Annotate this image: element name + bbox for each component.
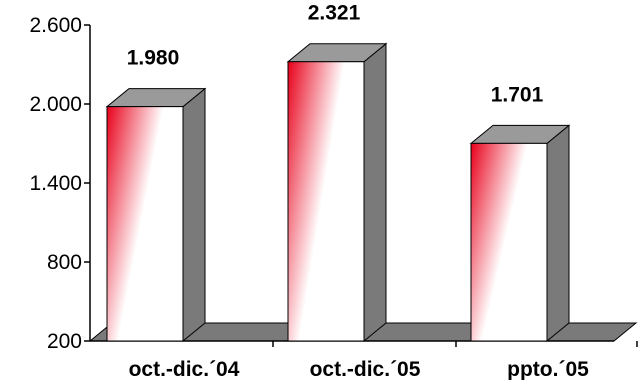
data-label: 2.321 [308,2,361,25]
y-tick-label: 200 [47,330,82,353]
y-tick-label: 2.600 [29,14,82,37]
x-category-label: oct.-dic.´05 [310,358,421,380]
labels: 1.980 oct.-dic.´04 2.321 oct.-dic.´05 1.701 p… [127,2,589,380]
y-tick-label: 800 [47,251,82,274]
bar [469,124,571,343]
bar [286,42,388,343]
y-tick-label: 2.000 [29,93,82,116]
bar [105,87,207,343]
bar-side [182,87,206,343]
y-tick-label: 1.400 [29,172,82,195]
bar-front [470,142,548,342]
bar-side [363,42,387,343]
bar-front [106,106,184,342]
x-category-label: oct.-dic.´04 [129,358,240,380]
bar-front [287,61,365,342]
x-category-label: ppto.´05 [507,358,589,380]
data-label: 1.980 [127,47,180,70]
data-label: 1.701 [491,83,544,106]
bars [105,42,571,343]
bar-side [546,124,570,343]
